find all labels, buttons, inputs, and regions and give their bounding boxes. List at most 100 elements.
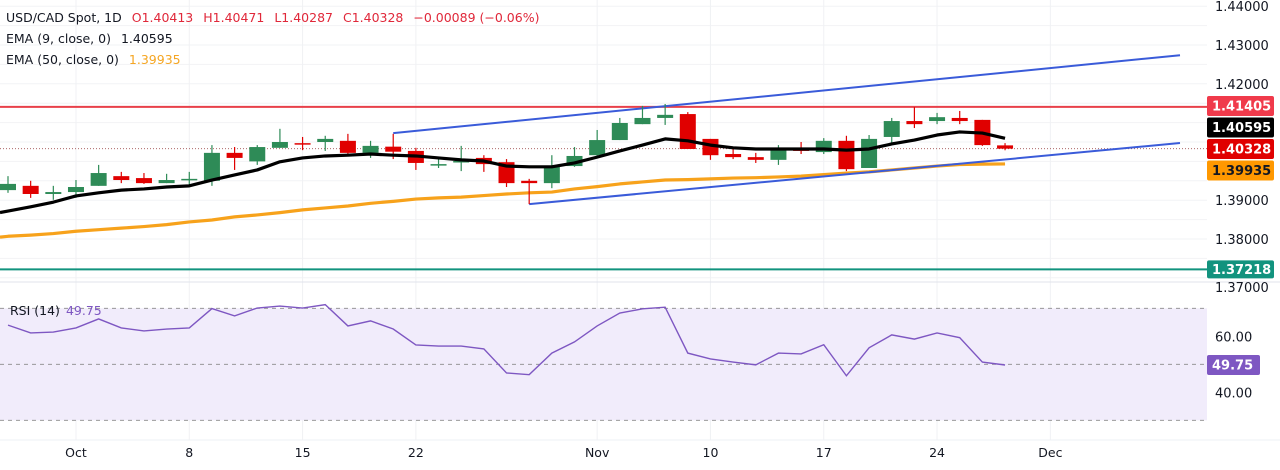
- candle: [113, 171, 130, 184]
- candle-body: [815, 140, 832, 153]
- candle: [997, 143, 1014, 151]
- candle-body: [226, 152, 243, 158]
- time-axis-label: 17: [816, 445, 832, 460]
- rsi-value-badge: 49.75: [1207, 355, 1260, 375]
- candle: [611, 117, 628, 141]
- candle-body: [611, 122, 628, 141]
- candle-body: [906, 121, 923, 125]
- candle: [951, 110, 968, 125]
- rsi-value: 49.75: [65, 303, 102, 318]
- candle-body: [770, 150, 787, 160]
- candle-body: [203, 152, 220, 181]
- candle-body: [634, 117, 651, 125]
- candle: [45, 185, 62, 200]
- time-axis-label: 8: [185, 445, 193, 460]
- resistance-price-badge-text: 1.41405: [1212, 100, 1271, 115]
- candle-body: [566, 155, 583, 167]
- candle-body: [45, 192, 62, 194]
- high-value: H1.40471: [203, 10, 265, 25]
- last-price-badge-bg: [1207, 139, 1274, 159]
- ema50-price-badge: 1.39935: [1207, 160, 1274, 181]
- candle-body: [453, 161, 470, 163]
- time-axis-label: 22: [408, 445, 424, 460]
- candle: [271, 128, 288, 148]
- candle: [747, 152, 764, 163]
- candle: [158, 173, 175, 184]
- open-value: O1.40413: [131, 10, 194, 25]
- channel-trendline-upper: [393, 54, 1181, 135]
- candle: [838, 135, 855, 172]
- ema50-price-badge-text: 1.39935: [1212, 164, 1271, 179]
- candle-body: [67, 187, 84, 193]
- candle: [883, 117, 900, 144]
- ema50-legend: EMA (50, close, 0) 1.39935: [6, 52, 187, 68]
- candle-body: [135, 178, 152, 184]
- resistance-price-badge: 1.41405: [1207, 96, 1274, 116]
- time-axis-label: 15: [295, 445, 311, 460]
- candle-body: [838, 140, 855, 170]
- candle: [657, 103, 674, 125]
- candle: [430, 157, 447, 168]
- candle-body: [521, 180, 538, 184]
- candle: [249, 145, 266, 165]
- ema9-price-badge-bg: [1207, 117, 1274, 138]
- candle-body: [385, 146, 402, 152]
- price-axis-label: 1.43000: [1215, 39, 1269, 54]
- candle: [543, 155, 560, 189]
- price-axis-label: 1.39000: [1215, 194, 1269, 209]
- change-value: −0.00089 (−0.06%): [413, 10, 540, 25]
- candle-body: [249, 147, 266, 162]
- candle: [226, 147, 243, 170]
- support-price-badge-bg: [1207, 260, 1274, 279]
- candle: [294, 136, 311, 151]
- price-axis-label: 1.37000: [1215, 281, 1269, 296]
- rsi-legend: RSI (14) 49.75: [10, 303, 102, 319]
- time-axis-label: Dec: [1038, 445, 1062, 460]
- candle-body: [294, 143, 311, 145]
- candle: [634, 105, 651, 125]
- price-axis-label: 1.42000: [1215, 78, 1269, 93]
- candle-body: [747, 157, 764, 160]
- candle: [317, 135, 334, 151]
- candle: [929, 112, 946, 125]
- candle: [135, 173, 152, 184]
- support-price-badge-text: 1.37218: [1212, 263, 1271, 278]
- candle: [861, 135, 878, 168]
- candle-body: [543, 166, 560, 184]
- rsi-line: [7, 303, 1006, 377]
- ema9-legend: EMA (9, close, 0) 1.40595: [6, 31, 179, 47]
- price-axis-label: 1.38000: [1215, 233, 1269, 248]
- candle-body: [113, 176, 130, 181]
- candle-body: [22, 185, 39, 194]
- candle-body: [271, 142, 288, 148]
- ema9-label: EMA (9, close, 0): [6, 31, 111, 46]
- ema50-price-badge-bg: [1207, 160, 1274, 181]
- time-axis-label: Oct: [65, 445, 87, 460]
- candle-body: [679, 114, 696, 149]
- symbol-title: USD/CAD Spot, 1D: [6, 10, 122, 25]
- candle: [22, 180, 39, 198]
- rsi-label: RSI (14): [10, 303, 60, 318]
- ema50-label: EMA (50, close, 0): [6, 52, 119, 67]
- rsi-axis-label: 40.00: [1215, 386, 1252, 401]
- ema50-line: [0, 162, 1006, 239]
- rsi-value-badge-bg: [1207, 355, 1260, 375]
- candle: [90, 164, 107, 186]
- ema9-line: [0, 130, 1006, 215]
- candle-body: [0, 183, 16, 191]
- main-legend: USD/CAD Spot, 1D O1.40413 H1.40471 L1.40…: [6, 10, 545, 26]
- candle-body: [158, 180, 175, 184]
- candle: [725, 147, 742, 160]
- candle: [521, 178, 538, 205]
- time-axis-label: Nov: [585, 445, 610, 460]
- candle-body: [339, 140, 356, 153]
- candle-body: [181, 178, 198, 181]
- last-price-badge-text: 1.40328: [1212, 143, 1271, 158]
- candle: [181, 171, 198, 186]
- candle-body: [362, 145, 379, 153]
- ema50-value: 1.39935: [128, 52, 181, 67]
- price-axis-label: 1.44000: [1215, 0, 1269, 15]
- resistance-price-badge-bg: [1207, 96, 1274, 116]
- ema9-price-badge-text: 1.40595: [1212, 121, 1271, 136]
